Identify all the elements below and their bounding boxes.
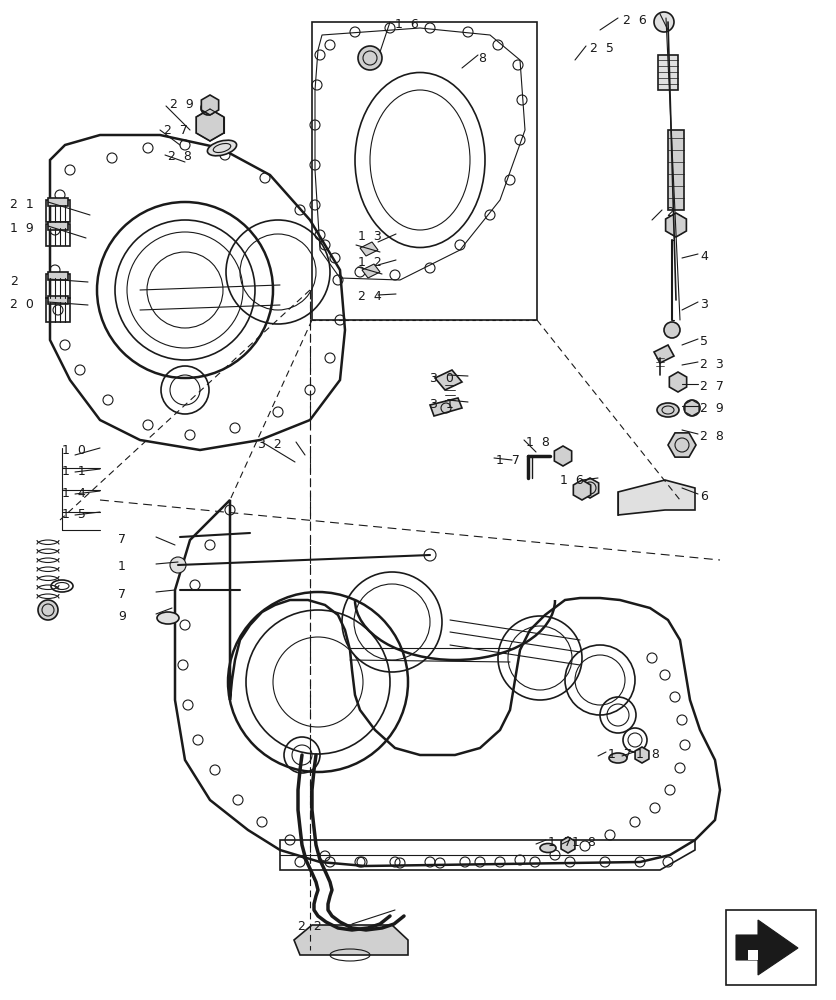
Polygon shape: [635, 747, 649, 763]
Bar: [668, 130, 684, 210]
Circle shape: [358, 46, 382, 70]
Text: 1  6: 1 6: [395, 18, 419, 31]
Text: 1  8: 1 8: [572, 836, 596, 849]
Bar: [312, 22, 537, 320]
Polygon shape: [618, 480, 695, 515]
Circle shape: [684, 400, 700, 416]
Text: 2  9: 2 9: [170, 98, 194, 111]
Text: 2  5: 2 5: [590, 42, 614, 55]
Text: 1  1: 1 1: [62, 465, 86, 478]
Polygon shape: [668, 433, 696, 457]
Text: 2: 2: [10, 275, 18, 288]
Text: 2  0: 2 0: [10, 298, 34, 311]
Ellipse shape: [609, 753, 627, 763]
Polygon shape: [573, 480, 591, 500]
Text: 2  8: 2 8: [168, 150, 192, 163]
Bar: [48, 198, 68, 206]
Text: 7: 7: [118, 588, 126, 601]
Text: 2  6: 2 6: [623, 14, 647, 27]
Polygon shape: [362, 264, 380, 278]
Text: 1  5: 1 5: [62, 508, 86, 521]
Polygon shape: [654, 345, 674, 363]
Text: 3  2: 3 2: [258, 438, 282, 451]
Text: 1  3: 1 3: [358, 230, 382, 243]
Text: 1  6: 1 6: [560, 474, 584, 487]
Text: 2  4: 2 4: [358, 290, 382, 303]
Text: 9: 9: [118, 610, 126, 623]
Text: 2  7: 2 7: [164, 124, 188, 137]
Polygon shape: [201, 95, 219, 115]
Circle shape: [654, 12, 674, 32]
Polygon shape: [736, 920, 798, 975]
Ellipse shape: [207, 140, 237, 156]
Text: 1  8: 1 8: [526, 436, 550, 449]
Text: 1  7: 1 7: [608, 748, 632, 761]
Polygon shape: [665, 213, 686, 237]
Text: 2  3: 2 3: [700, 358, 724, 371]
Bar: [48, 272, 68, 280]
Polygon shape: [736, 950, 758, 960]
Text: 3: 3: [700, 298, 708, 311]
Text: 2  7: 2 7: [700, 380, 724, 393]
Text: 3  1: 3 1: [430, 398, 454, 411]
Text: 6: 6: [700, 490, 708, 503]
Circle shape: [170, 557, 186, 573]
Ellipse shape: [157, 612, 179, 624]
Bar: [48, 296, 68, 304]
Text: 5: 5: [700, 335, 708, 348]
Polygon shape: [581, 478, 599, 498]
Bar: [726, 910, 816, 985]
Polygon shape: [430, 398, 462, 416]
Circle shape: [38, 600, 58, 620]
Circle shape: [664, 322, 680, 338]
Polygon shape: [196, 109, 224, 141]
Text: 2: 2: [666, 206, 674, 219]
Polygon shape: [561, 837, 575, 853]
Circle shape: [201, 101, 215, 115]
Bar: [46, 224, 70, 246]
Ellipse shape: [657, 403, 679, 417]
Text: 7: 7: [118, 533, 126, 546]
Text: 1  8: 1 8: [636, 748, 660, 761]
Polygon shape: [670, 372, 686, 392]
Polygon shape: [435, 370, 462, 390]
Text: 1  0: 1 0: [62, 444, 86, 457]
Text: 1  9: 1 9: [10, 222, 33, 235]
Circle shape: [666, 215, 686, 235]
Bar: [46, 200, 70, 222]
Bar: [46, 274, 70, 298]
Polygon shape: [554, 446, 572, 466]
Polygon shape: [360, 242, 378, 256]
Text: 2  8: 2 8: [700, 430, 724, 443]
Text: 3  0: 3 0: [430, 372, 454, 385]
Ellipse shape: [540, 844, 556, 852]
Text: 1  7: 1 7: [496, 454, 520, 467]
Text: 1  4: 1 4: [62, 487, 86, 500]
Bar: [46, 298, 70, 322]
Bar: [48, 222, 68, 230]
Text: 2  2: 2 2: [298, 920, 322, 933]
Text: 2  1: 2 1: [10, 198, 33, 211]
Text: 2  9: 2 9: [700, 402, 724, 415]
Text: 1  2: 1 2: [358, 256, 382, 269]
Text: 1  7: 1 7: [548, 836, 572, 849]
Bar: [658, 55, 678, 90]
Text: 8: 8: [478, 52, 486, 65]
Polygon shape: [685, 400, 699, 416]
Text: 1: 1: [118, 560, 126, 573]
Polygon shape: [294, 925, 408, 955]
Text: 4: 4: [700, 250, 708, 263]
